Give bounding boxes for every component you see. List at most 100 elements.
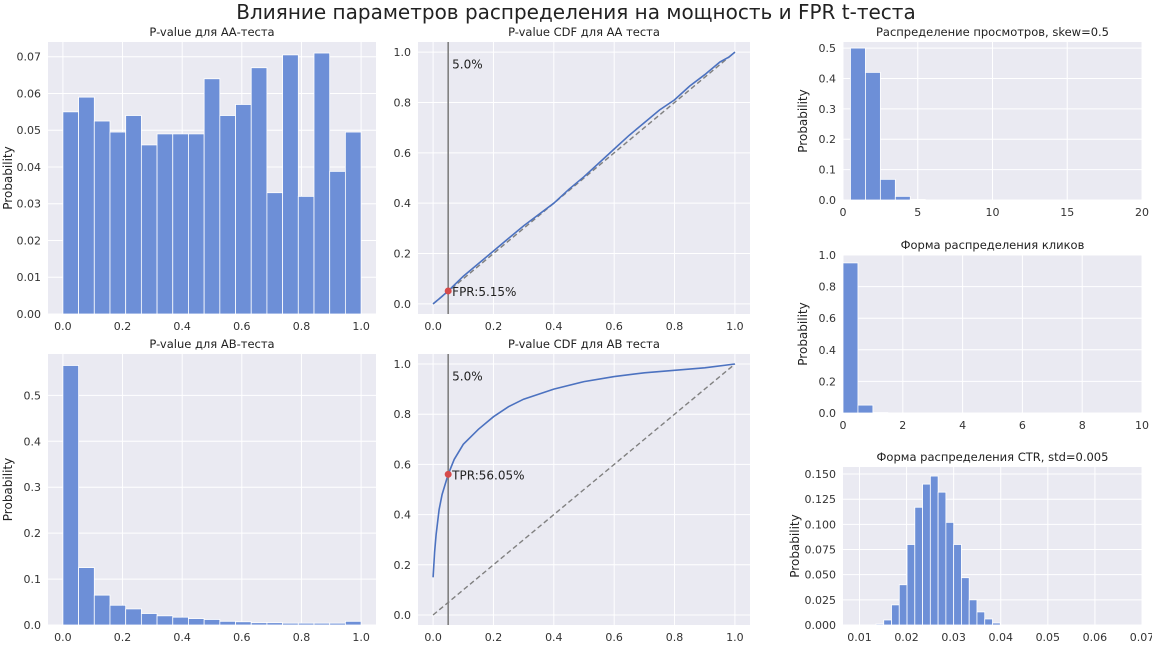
subplot-aa_ab_hist: 0.0 0.2 0.4 0.6 0.8 1.0 0.0 0.1 0.2 0.3 0.4 0.5 P-va… bbox=[1, 337, 376, 644]
x-tick-label: 2 bbox=[899, 419, 906, 432]
subplot-aa_hist: 0.0 0.2 0.4 0.6 0.8 1.0 0.00 0.01 0.02 0.03 0.04 0.… bbox=[1, 25, 376, 333]
y-tick-label: 0.1 bbox=[819, 164, 837, 177]
histogram-bar bbox=[219, 620, 236, 626]
histogram-bar bbox=[235, 104, 252, 315]
histogram-bar bbox=[968, 599, 978, 626]
y-tick-label: 0.4 bbox=[394, 509, 412, 522]
x-tick-label: 0.6 bbox=[605, 631, 623, 644]
histogram-bar bbox=[93, 594, 111, 626]
y-axis-label: Probability bbox=[788, 514, 802, 577]
subplot-title: P-value для АВ-теста bbox=[149, 337, 274, 351]
x-tick-label: 0.8 bbox=[293, 320, 311, 333]
y-tick-label: 0.07 bbox=[17, 51, 42, 64]
histogram-bar bbox=[109, 131, 127, 315]
rate-label: FPR:5.15% bbox=[452, 285, 516, 299]
y-tick-label: 0.2 bbox=[394, 248, 412, 261]
x-tick-label: 4 bbox=[959, 419, 966, 432]
histogram-bar bbox=[297, 622, 315, 626]
histogram-bar bbox=[188, 618, 205, 626]
plot-area bbox=[48, 354, 376, 625]
y-tick-label: 0.000 bbox=[805, 619, 837, 632]
y-tick-label: 0.8 bbox=[819, 281, 837, 294]
histogram-bar bbox=[266, 192, 284, 315]
x-tick-label: 0.4 bbox=[545, 320, 563, 333]
histogram-bar bbox=[976, 611, 986, 626]
x-tick-label: 0.01 bbox=[847, 631, 872, 644]
histogram-bar bbox=[313, 622, 331, 626]
x-tick-label: 0.02 bbox=[894, 631, 919, 644]
histogram-bar bbox=[891, 604, 900, 626]
y-axis-label: Probability bbox=[796, 302, 810, 365]
x-tick-label: 0.6 bbox=[233, 631, 251, 644]
subplot-title: P-value CDF для АВ теста bbox=[508, 337, 660, 351]
histogram-bar bbox=[266, 622, 284, 626]
histogram-bar bbox=[857, 404, 874, 414]
subplot-title: Форма распределения кликов bbox=[901, 238, 1085, 252]
histogram-bar bbox=[78, 96, 95, 315]
histogram-bar bbox=[172, 616, 189, 626]
x-tick-label: 0.2 bbox=[485, 631, 503, 644]
y-tick-label: 0.0 bbox=[394, 298, 412, 311]
y-tick-label: 0.100 bbox=[805, 518, 837, 531]
y-tick-label: 0.05 bbox=[17, 124, 42, 137]
x-tick-label: 1.0 bbox=[726, 320, 744, 333]
y-tick-label: 0.01 bbox=[17, 271, 42, 284]
subplot-ab_cdf: 0.0 0.2 0.4 0.6 0.8 1.0 0.0 0.2 0.4 0.6 0.8 1.0 P-va… bbox=[394, 337, 750, 644]
x-tick-label: 20 bbox=[1135, 206, 1149, 219]
histogram-bar bbox=[125, 608, 142, 626]
x-tick-label: 5 bbox=[914, 206, 921, 219]
y-tick-label: 0.1 bbox=[24, 573, 42, 586]
x-tick-label: 1.0 bbox=[352, 631, 370, 644]
y-tick-label: 0.2 bbox=[819, 133, 837, 146]
histogram-bar bbox=[140, 144, 158, 315]
x-tick-label: 0.0 bbox=[424, 631, 442, 644]
x-tick-label: 0.2 bbox=[485, 320, 503, 333]
x-tick-label: 0.2 bbox=[114, 320, 132, 333]
rate-label: TPR:56.05% bbox=[451, 468, 524, 482]
rate-point bbox=[444, 470, 452, 478]
alpha-label: 5.0% bbox=[452, 370, 483, 384]
x-tick-label: 0.0 bbox=[424, 320, 442, 333]
subplot-clicks_hist: 0 2 4 6 8 10 0.0 0.2 0.4 0.6 0.8 1.0 Форма распредел… bbox=[796, 238, 1149, 432]
histogram-bar bbox=[883, 619, 892, 626]
histogram-bar bbox=[62, 111, 80, 315]
histogram-bar bbox=[156, 133, 174, 315]
histogram-bar bbox=[879, 178, 896, 201]
histogram-bar bbox=[961, 577, 970, 626]
histogram-bar bbox=[156, 615, 174, 626]
histogram-bar bbox=[203, 619, 221, 626]
y-tick-label: 0.050 bbox=[805, 569, 837, 582]
x-tick-label: 0.6 bbox=[233, 320, 251, 333]
histogram-bar bbox=[282, 622, 299, 626]
x-tick-label: 0.8 bbox=[293, 631, 311, 644]
y-tick-label: 0.4 bbox=[24, 435, 42, 448]
histogram-bar bbox=[344, 131, 362, 315]
x-tick-label: 0.4 bbox=[173, 631, 191, 644]
histogram-bar bbox=[172, 133, 189, 315]
y-tick-label: 0.6 bbox=[394, 458, 412, 471]
x-tick-label: 0.2 bbox=[114, 631, 132, 644]
y-tick-label: 0.2 bbox=[819, 375, 837, 388]
x-tick-label: 0 bbox=[840, 206, 847, 219]
y-tick-label: 0.04 bbox=[17, 161, 42, 174]
histogram-bar bbox=[329, 170, 346, 315]
y-tick-label: 0.3 bbox=[819, 103, 837, 116]
histogram-bar bbox=[313, 52, 331, 315]
y-tick-label: 0.125 bbox=[805, 493, 837, 506]
y-tick-label: 0.4 bbox=[394, 197, 412, 210]
subplot-title: P-value для АА-теста bbox=[149, 25, 274, 39]
y-tick-label: 0.8 bbox=[394, 408, 412, 421]
rate-point bbox=[444, 287, 452, 295]
x-tick-label: 0.06 bbox=[1083, 631, 1108, 644]
y-axis-label: Probability bbox=[1, 458, 15, 521]
histogram-bar bbox=[344, 620, 362, 626]
histogram-bar bbox=[297, 195, 315, 315]
histogram-bar bbox=[850, 47, 866, 201]
subplot-ctr_hist: 0.01 0.02 0.03 0.04 0.05 0.06 0.07 0.000 0.025 0.… bbox=[788, 450, 1152, 644]
histogram-bar bbox=[282, 54, 299, 315]
subplot-title: Распределение просмотров, skew=0.5 bbox=[876, 25, 1109, 39]
x-tick-label: 0.04 bbox=[988, 631, 1013, 644]
y-axis-label: Probability bbox=[1, 146, 15, 209]
y-tick-label: 0.3 bbox=[24, 481, 42, 494]
